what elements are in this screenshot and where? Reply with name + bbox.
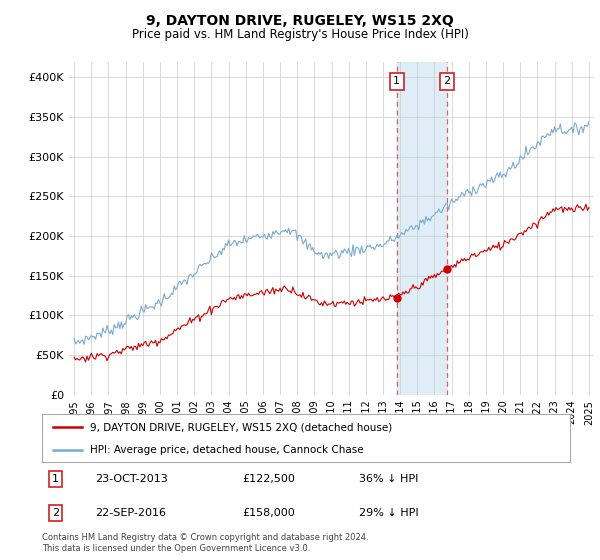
Text: 1: 1 <box>52 474 59 484</box>
Text: 22-SEP-2016: 22-SEP-2016 <box>95 508 166 518</box>
Text: 9, DAYTON DRIVE, RUGELEY, WS15 2XQ: 9, DAYTON DRIVE, RUGELEY, WS15 2XQ <box>146 14 454 28</box>
Text: Contains HM Land Registry data © Crown copyright and database right 2024.
This d: Contains HM Land Registry data © Crown c… <box>42 533 368 553</box>
Text: 2: 2 <box>52 508 59 518</box>
Text: £122,500: £122,500 <box>242 474 296 484</box>
Text: £158,000: £158,000 <box>242 508 295 518</box>
Bar <box>397 62 447 395</box>
Text: HPI: Average price, detached house, Cannock Chase: HPI: Average price, detached house, Cann… <box>89 445 363 455</box>
Text: Price paid vs. HM Land Registry's House Price Index (HPI): Price paid vs. HM Land Registry's House … <box>131 28 469 41</box>
Text: 36% ↓ HPI: 36% ↓ HPI <box>359 474 418 484</box>
Text: 1: 1 <box>393 76 400 86</box>
Text: 29% ↓ HPI: 29% ↓ HPI <box>359 508 418 518</box>
Text: 9, DAYTON DRIVE, RUGELEY, WS15 2XQ (detached house): 9, DAYTON DRIVE, RUGELEY, WS15 2XQ (deta… <box>89 422 392 432</box>
Text: 23-OCT-2013: 23-OCT-2013 <box>95 474 167 484</box>
Text: 2: 2 <box>443 76 451 86</box>
